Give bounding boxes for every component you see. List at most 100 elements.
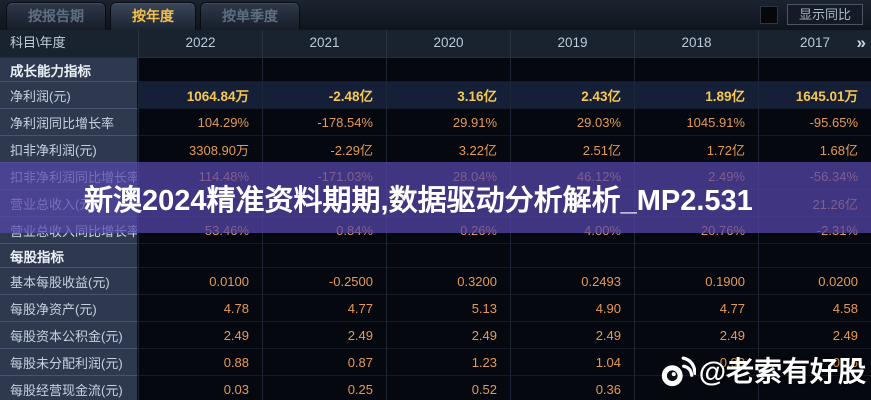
empty-cell (386, 244, 510, 268)
value-cell: 5.13 (386, 295, 510, 322)
value-cell: 0.26% (386, 217, 510, 244)
value-cell: 2.51亿 (510, 136, 634, 163)
value-cell: 21.26亿 (758, 190, 871, 217)
empty-cell (262, 58, 386, 82)
table-body: 成长能力指标 净利润(元) 1064.84万 -2.48亿 3.16亿 2.43亿 1.89… (0, 58, 871, 400)
value-cell: 4.58 (758, 295, 871, 322)
value-cell (758, 376, 871, 400)
value-cell: 4.00% (510, 217, 634, 244)
table-row[interactable]: 扣非净利润同比增长率 114.48% -171.03% 28.04% 46.12% 2.4… (0, 163, 871, 190)
value-cell: 3308.90万 (138, 136, 262, 163)
year-header-2019: 2019 (510, 30, 634, 57)
value-cell: 2.49 (386, 322, 510, 349)
section-header-row: 每股指标 (0, 244, 871, 268)
section-title: 每股指标 (0, 244, 138, 268)
more-years-chevron-icon[interactable]: » (856, 33, 866, 52)
value-cell: -2.29亿 (262, 136, 386, 163)
value-cell: 28.04% (386, 163, 510, 190)
value-cell: 0.3200 (386, 268, 510, 295)
value-cell: -171.03% (262, 163, 386, 190)
table-row[interactable]: 基本每股收益(元) 0.0100 -0.2500 0.3200 0.2493 0.1900… (0, 268, 871, 295)
value-cell: -2.48亿 (262, 82, 386, 109)
value-cell: 0.2493 (510, 268, 634, 295)
row-label: 每股未分配利润(元) (0, 349, 138, 376)
value-cell: 4.77 (634, 295, 758, 322)
value-cell: 2.49 (758, 322, 871, 349)
year-header-2017: 2017 (758, 30, 871, 57)
table-header-row: 科目\年度 » 2022 2021 2020 2019 2018 2017 (0, 30, 871, 58)
table-row[interactable]: 扣非净利润(元) 3308.90万 -2.29亿 3.22亿 2.51亿 1.72亿 1.6… (0, 136, 871, 163)
corner-label: 科目\年度 (10, 35, 66, 50)
value-cell: 0.76 (758, 349, 871, 376)
value-cell (262, 190, 386, 217)
value-cell: 29.91% (386, 109, 510, 136)
row-label: 基本每股收益(元) (0, 268, 138, 295)
value-cell: 2.49 (510, 322, 634, 349)
tab-by-report-period[interactable]: 按报告期 (6, 2, 106, 30)
value-cell: 2.49 (138, 322, 262, 349)
table-row[interactable]: 每股经营现金流(元) 0.03 0.25 0.52 0.36 (0, 376, 871, 400)
empty-cell (138, 58, 262, 82)
year-header-2022: 2022 (138, 30, 262, 57)
yoy-checkbox[interactable] (759, 5, 778, 24)
empty-cell (634, 244, 758, 268)
row-label: 营业总收入(元) (0, 190, 138, 217)
tab-by-single-quarter[interactable]: 按单季度 (200, 2, 300, 30)
empty-cell (262, 244, 386, 268)
value-cell: -0.2500 (262, 268, 386, 295)
value-cell: 0.0100 (138, 268, 262, 295)
table-row[interactable]: 每股未分配利润(元) 0.88 0.87 1.23 1.04 0.93 0.76 (0, 349, 871, 376)
section-title: 成长能力指标 (0, 58, 138, 82)
value-cell (386, 190, 510, 217)
row-label: 每股资本公积金(元) (0, 322, 138, 349)
empty-cell (386, 58, 510, 82)
value-cell: -178.54% (262, 109, 386, 136)
row-label: 扣非净利润(元) (0, 136, 138, 163)
value-cell: 3.16亿 (386, 82, 510, 109)
year-header-2018: 2018 (634, 30, 758, 57)
empty-cell (510, 244, 634, 268)
value-cell: 0.84% (262, 217, 386, 244)
value-cell (510, 190, 634, 217)
value-cell: 0.52 (386, 376, 510, 400)
table-row[interactable]: 营业总收入同比增长率 53.46% 0.84% 0.26% 4.00% 20.76% -2.… (0, 217, 871, 244)
value-cell: 2.43亿 (510, 82, 634, 109)
value-cell: 0.1900 (634, 268, 758, 295)
value-cell: 114.48% (138, 163, 262, 190)
row-label: 扣非净利润同比增长率 (0, 163, 138, 190)
value-cell: 4.90 (510, 295, 634, 322)
empty-cell (758, 244, 871, 268)
table-row[interactable]: 净利润(元) 1064.84万 -2.48亿 3.16亿 2.43亿 1.89亿 1645.… (0, 82, 871, 109)
table-row[interactable]: 营业总收入(元) 21.26亿 (0, 190, 871, 217)
value-cell: 1.04 (510, 349, 634, 376)
value-cell: 0.87 (262, 349, 386, 376)
value-cell (634, 376, 758, 400)
value-cell: -2.31% (758, 217, 871, 244)
table-row[interactable]: 净利润同比增长率 104.29% -178.54% 29.91% 29.03% 1045.… (0, 109, 871, 136)
show-yoy-button[interactable]: 显示同比 (786, 4, 863, 25)
row-label: 每股净资产(元) (0, 295, 138, 322)
value-cell: 1.89亿 (634, 82, 758, 109)
value-cell: 53.46% (138, 217, 262, 244)
value-cell: 2.49 (262, 322, 386, 349)
value-cell: 29.03% (510, 109, 634, 136)
empty-cell (758, 58, 871, 82)
value-cell: 0.88 (138, 349, 262, 376)
value-cell: 0.03 (138, 376, 262, 400)
value-cell: 1064.84万 (138, 82, 262, 109)
table-row[interactable]: 每股资本公积金(元) 2.49 2.49 2.49 2.49 2.49 2.49 (0, 322, 871, 349)
table-row[interactable]: 每股净资产(元) 4.78 4.77 5.13 4.90 4.77 4.58 (0, 295, 871, 322)
value-cell: 104.29% (138, 109, 262, 136)
row-label: 每股经营现金流(元) (0, 376, 138, 400)
row-label: 营业总收入同比增长率 (0, 217, 138, 244)
year-header-2021: 2021 (262, 30, 386, 57)
section-header-row: 成长能力指标 (0, 58, 871, 82)
empty-cell (510, 58, 634, 82)
value-cell: 4.78 (138, 295, 262, 322)
value-cell: 0.93 (634, 349, 758, 376)
value-cell: 1045.91% (634, 109, 758, 136)
value-cell: 2.49% (634, 163, 758, 190)
value-cell: 2.49 (634, 322, 758, 349)
tab-by-year[interactable]: 按年度 (110, 2, 196, 30)
